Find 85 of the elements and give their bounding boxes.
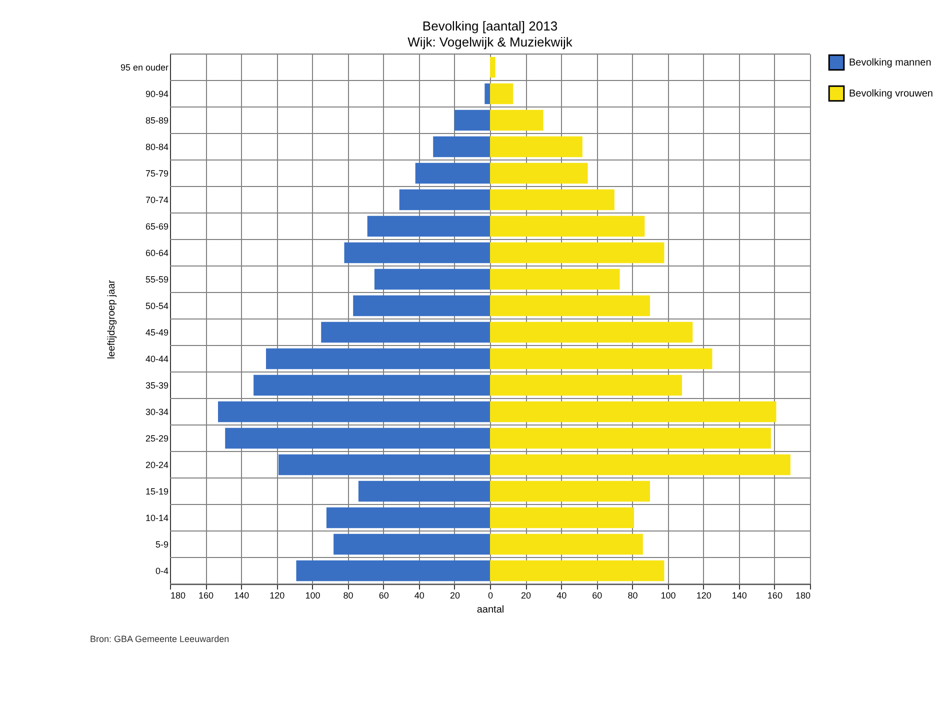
bar (433, 136, 490, 158)
y-tick-label: 80-84 (145, 142, 168, 152)
bar (490, 268, 620, 290)
bar (358, 480, 490, 502)
x-tick-label: 20 (450, 590, 460, 600)
chart-subtitle: Wijk: Vogelwijk & Muziekwijk (408, 34, 573, 50)
bar (218, 401, 490, 422)
bar (490, 216, 645, 237)
bar (344, 242, 490, 264)
x-tick-label: 60 (378, 590, 389, 600)
y-tick-label: 30-34 (145, 406, 168, 417)
bar (254, 374, 490, 396)
legend-label: Bevolking mannen (849, 58, 932, 68)
y-tick-label: 95 en ouder (120, 62, 168, 72)
bar (484, 83, 490, 104)
x-tick-label: 140 (732, 590, 747, 600)
y-tick-label: 65-69 (145, 221, 168, 232)
bar (490, 348, 712, 370)
x-tick-label: 100 (305, 590, 320, 600)
bar (490, 560, 664, 582)
bar (278, 454, 490, 476)
bar (374, 268, 490, 290)
bar (454, 110, 490, 131)
text: Bron: GBA Gemeente Leeuwarden (90, 634, 230, 644)
bar (321, 322, 490, 343)
y-tick-label: 55-59 (145, 274, 168, 284)
y-tick-label: 70-74 (145, 194, 168, 205)
bar (353, 295, 490, 316)
x-tick-label: 140 (234, 590, 250, 600)
x-tick-label: 20 (521, 590, 532, 600)
bar (490, 428, 771, 449)
bar (490, 534, 643, 555)
y-tick-label: 85-89 (145, 115, 168, 126)
x-tick-label: 120 (270, 590, 285, 600)
x-axis-title: aantal (476, 604, 504, 616)
x-tick-label: 180 (795, 590, 810, 600)
y-tick-label: 35-39 (145, 380, 168, 390)
x-tick-label: 80 (343, 590, 354, 600)
x-tick-label: 80 (628, 590, 638, 600)
y-tick-label: 10-14 (145, 512, 168, 523)
x-tick-label: 120 (696, 590, 712, 600)
bar (334, 534, 490, 555)
y-tick-label: 20-24 (145, 460, 168, 470)
bar (266, 348, 490, 370)
x-tick-label: 160 (198, 590, 214, 600)
bar (490, 322, 693, 343)
y-tick-label: 50-54 (145, 300, 168, 311)
bar (490, 136, 582, 158)
y-axis-title: leeftijdsgroep jaar (106, 279, 118, 359)
bar (490, 401, 776, 422)
x-tick-label: 160 (767, 590, 782, 600)
bar (399, 189, 490, 210)
bar (415, 162, 490, 184)
bar (490, 56, 496, 78)
bar (225, 428, 490, 449)
y-tick-label: 15-19 (145, 486, 168, 496)
bar (490, 507, 634, 528)
x-tick-label: 60 (592, 590, 602, 600)
bar (296, 560, 490, 582)
x-tick-label: 40 (414, 590, 424, 600)
x-tick-label: 0 (488, 590, 494, 600)
bar (326, 507, 490, 528)
y-tick-label: 45-49 (145, 327, 168, 338)
y-tick-label: 75-79 (145, 168, 168, 178)
bar (490, 242, 664, 264)
bar (367, 216, 490, 237)
y-tick-label: 90-94 (145, 88, 168, 99)
x-tick-label: 40 (556, 590, 567, 600)
y-tick-label: 40-44 (145, 354, 168, 364)
bar (490, 454, 790, 476)
bar (490, 162, 588, 184)
bar (490, 480, 650, 502)
bar (490, 83, 514, 104)
bar (490, 189, 614, 210)
legend-label: Bevolking vrouwen (849, 88, 933, 100)
y-tick-label: 5-9 (155, 539, 168, 550)
y-tick-label: 25-29 (145, 433, 168, 444)
bar (490, 295, 650, 316)
bar (490, 374, 682, 396)
x-tick-label: 180 (170, 590, 186, 600)
y-tick-label: 60-64 (145, 248, 168, 258)
chart-title: Bevolking [aantal] 2013 (422, 18, 558, 34)
x-tick-label: 100 (660, 590, 676, 600)
bar (490, 110, 544, 131)
y-tick-label: 0-4 (155, 566, 168, 576)
